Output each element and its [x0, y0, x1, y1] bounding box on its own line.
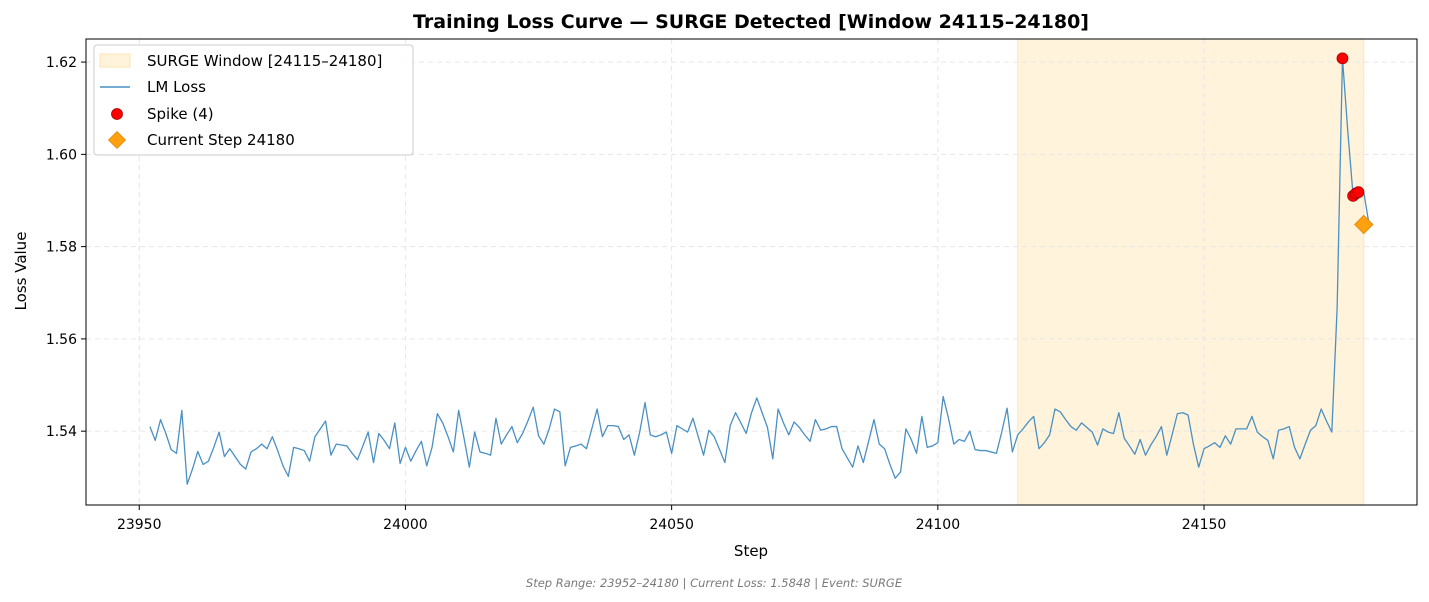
marker-layer — [1336, 52, 1374, 235]
surge-window-band — [1017, 38, 1365, 506]
x-tick-label: 23950 — [117, 517, 162, 533]
plot-frame — [85, 38, 1418, 506]
legend-label-surge-window: SURGE Window [24115–24180] — [147, 52, 382, 70]
y-tick-label: 1.54 — [46, 424, 77, 440]
tick-layer: 23950 24000 24050 24100 24150 1.54 1.56 1.58 1.6… — [46, 55, 1226, 533]
spike-marker — [1352, 186, 1365, 199]
legend-swatch-current-step — [107, 130, 127, 150]
legend-swatch-surge-window — [99, 53, 131, 68]
legend-label-spike: Spike (4) — [147, 105, 214, 123]
current-step-marker — [1354, 214, 1374, 235]
footer-caption: Step Range: 23952–24180 | Current Loss: … — [526, 576, 903, 590]
legend-label-current-step: Current Step 24180 — [147, 131, 295, 149]
y-tick-label: 1.60 — [46, 147, 77, 163]
x-tick-label: 24150 — [1182, 517, 1227, 533]
x-tick-label: 24050 — [649, 517, 694, 533]
legend-label-lm-loss: LM Loss — [147, 78, 206, 96]
y-axis-label: Loss Value — [12, 232, 30, 311]
grid-layer — [86, 39, 1417, 505]
series-layer — [149, 57, 1370, 485]
legend-swatch-spike — [111, 108, 123, 120]
legend-frame — [93, 44, 414, 156]
axes-layer — [85, 38, 1418, 506]
y-tick-label: 1.62 — [46, 55, 77, 71]
x-axis-label: Step — [734, 542, 768, 560]
chart-title: Training Loss Curve — SURGE Detected [Wi… — [413, 11, 1089, 33]
spike-marker — [1336, 52, 1349, 65]
y-tick-label: 1.56 — [46, 332, 77, 348]
legend: SURGE Window [24115–24180] LM Loss Spike… — [93, 44, 414, 156]
x-tick-label: 24100 — [916, 517, 961, 533]
y-tick-label: 1.58 — [46, 240, 77, 256]
series-line-lm-loss — [149, 57, 1370, 485]
surge-window-layer — [1017, 38, 1365, 506]
x-tick-label: 24000 — [383, 517, 428, 533]
